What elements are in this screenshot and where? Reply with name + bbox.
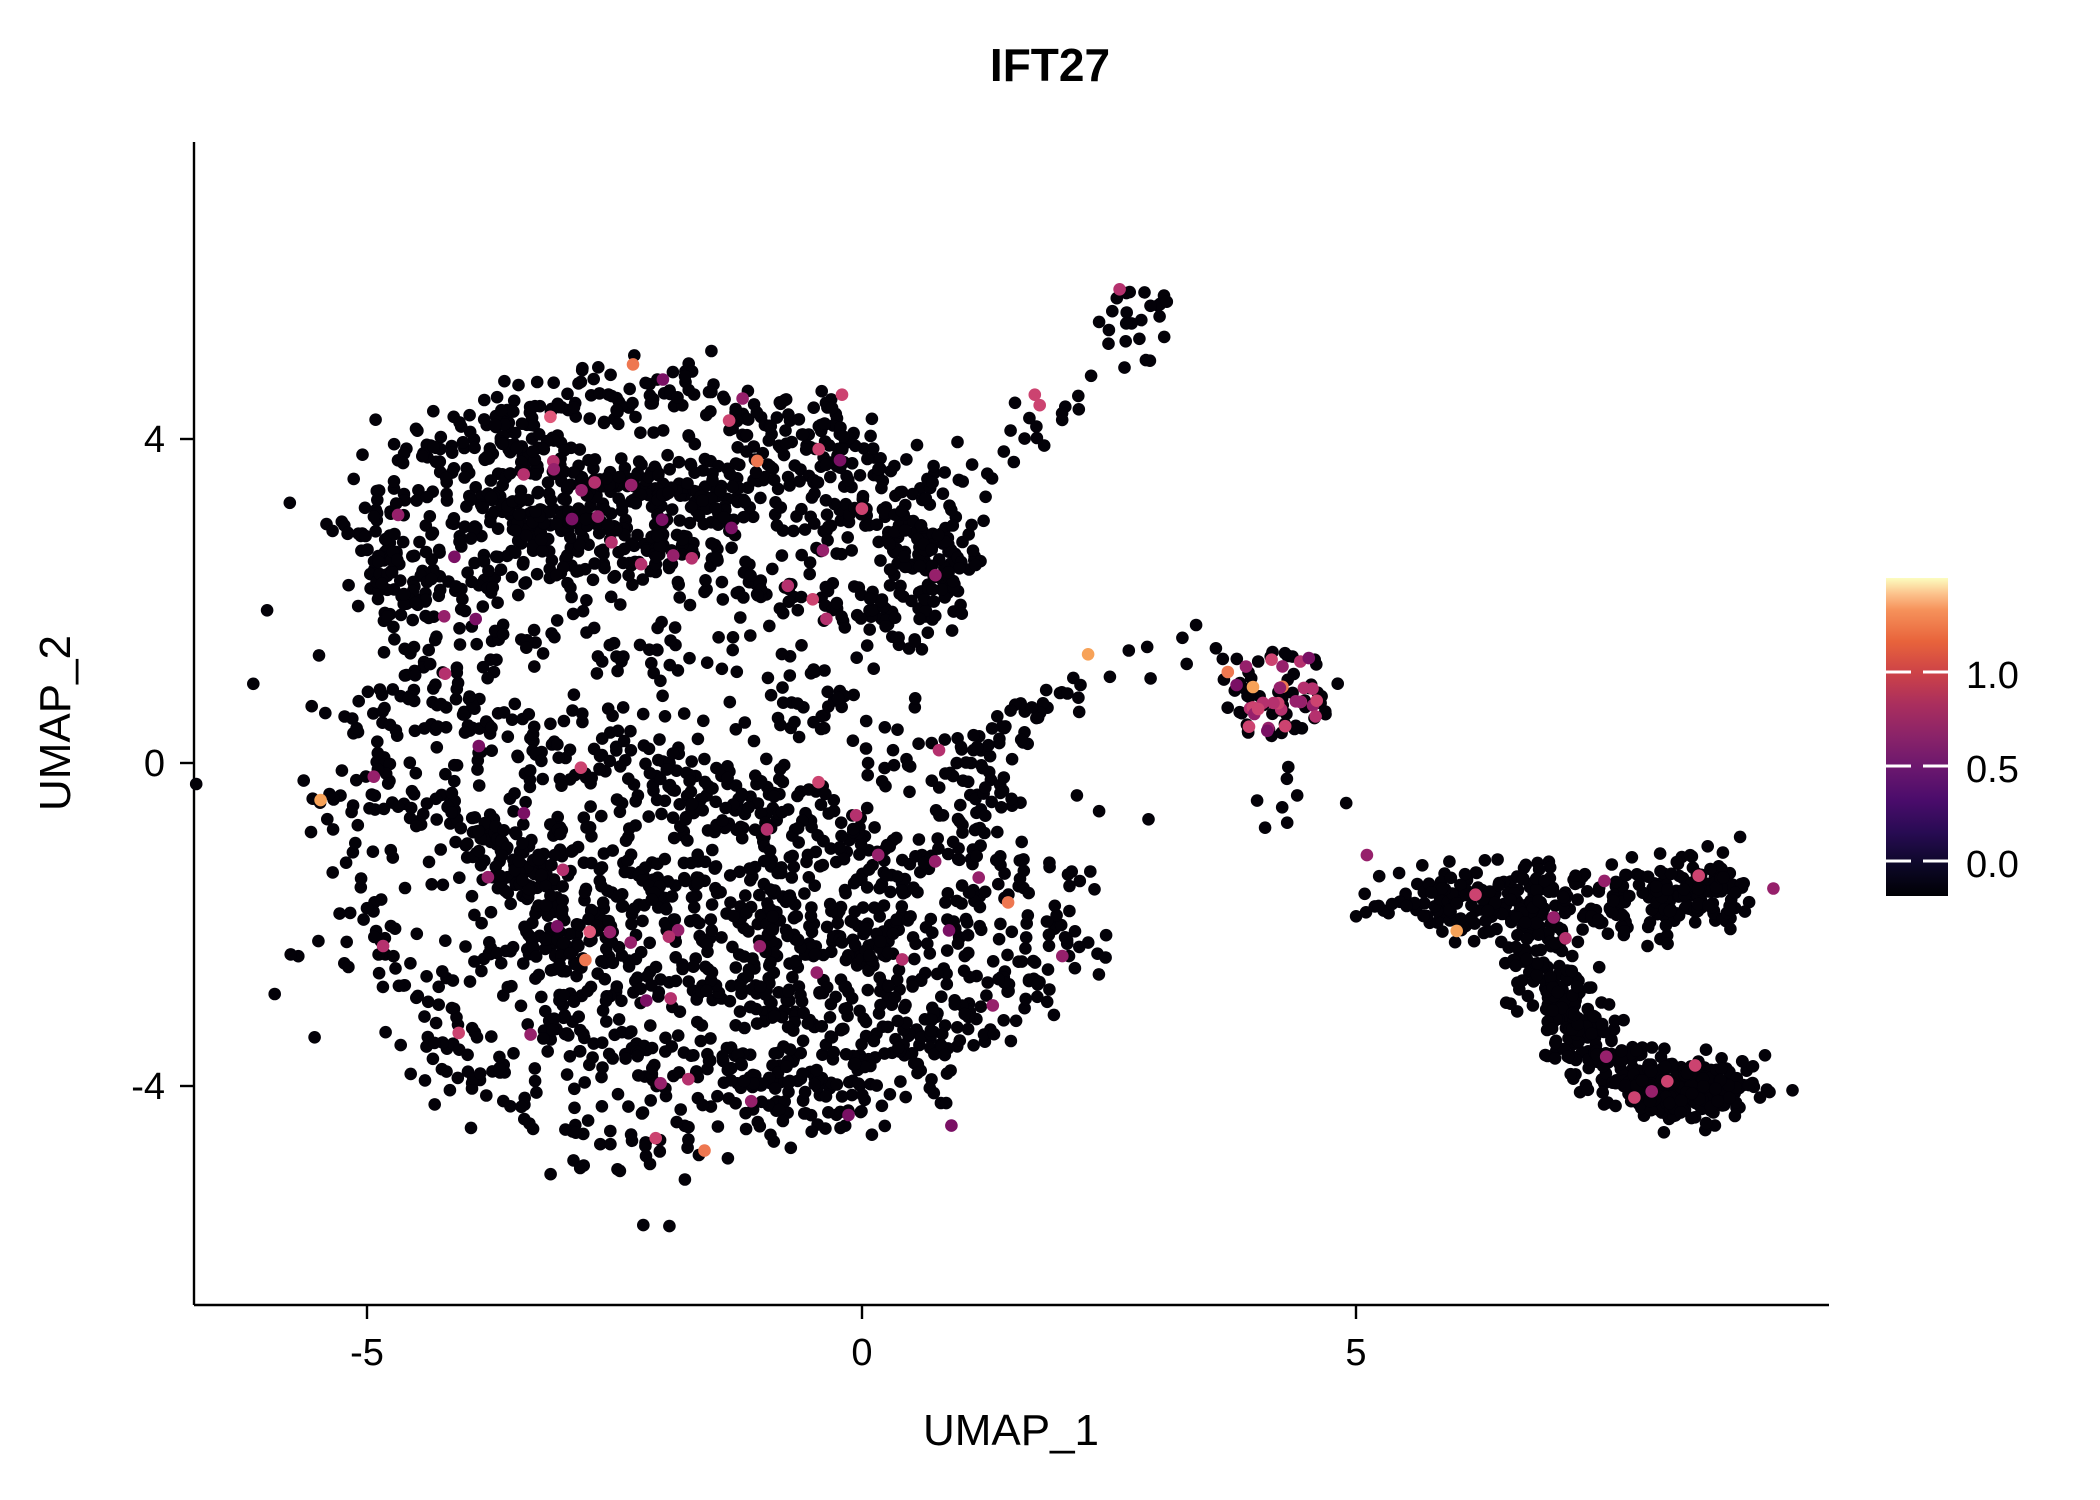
svg-text:0.5: 0.5 (1966, 749, 2019, 791)
svg-text:0.0: 0.0 (1966, 844, 2019, 886)
svg-text:1.0: 1.0 (1966, 655, 2019, 697)
svg-text:-5: -5 (350, 1332, 384, 1374)
svg-text:5: 5 (1345, 1332, 1366, 1374)
svg-text:-4: -4 (131, 1066, 165, 1108)
svg-text:0: 0 (144, 743, 165, 785)
svg-text:0: 0 (851, 1332, 872, 1374)
svg-text:UMAP_1: UMAP_1 (923, 1406, 1099, 1455)
svg-text:4: 4 (144, 419, 165, 461)
svg-text:UMAP_2: UMAP_2 (31, 635, 80, 811)
